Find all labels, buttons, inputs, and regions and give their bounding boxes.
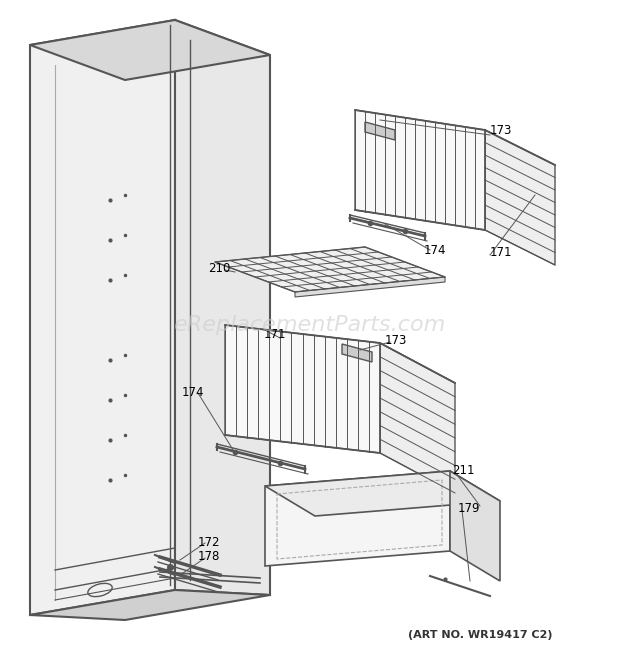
Polygon shape <box>342 344 372 362</box>
Text: 171: 171 <box>490 247 513 260</box>
Text: eReplacementParts.com: eReplacementParts.com <box>174 315 446 335</box>
Text: 178: 178 <box>198 551 220 563</box>
Polygon shape <box>215 247 445 292</box>
Text: (ART NO. WR19417 C2): (ART NO. WR19417 C2) <box>408 630 552 640</box>
Text: 179: 179 <box>458 502 480 514</box>
Polygon shape <box>265 471 500 516</box>
Polygon shape <box>175 20 270 595</box>
Polygon shape <box>450 471 500 581</box>
Polygon shape <box>485 130 555 265</box>
Polygon shape <box>225 325 380 453</box>
Polygon shape <box>30 20 270 80</box>
Polygon shape <box>30 590 270 620</box>
Text: 173: 173 <box>490 124 512 137</box>
Polygon shape <box>295 277 445 297</box>
Text: 174: 174 <box>182 385 205 399</box>
Text: 174: 174 <box>424 243 446 256</box>
Text: 173: 173 <box>385 334 407 346</box>
Text: 172: 172 <box>198 535 221 549</box>
Polygon shape <box>355 110 485 230</box>
Text: 211: 211 <box>452 463 474 477</box>
Text: 171: 171 <box>264 329 286 342</box>
Polygon shape <box>265 471 450 566</box>
Polygon shape <box>30 20 175 615</box>
Text: 210: 210 <box>208 262 231 274</box>
Polygon shape <box>365 122 395 140</box>
Polygon shape <box>380 343 455 493</box>
